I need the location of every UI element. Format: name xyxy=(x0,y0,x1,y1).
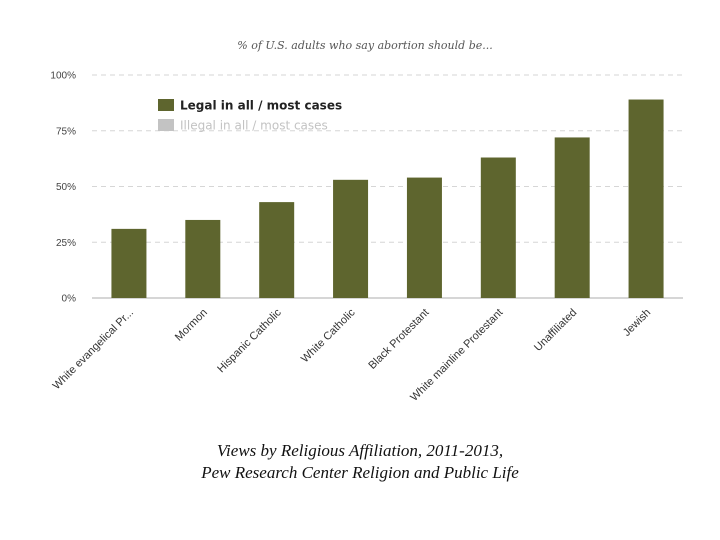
bar[interactable] xyxy=(259,202,295,298)
bar[interactable] xyxy=(333,179,369,298)
bars-layer xyxy=(111,99,664,298)
x-tick-label: White Catholic xyxy=(299,306,358,365)
bar[interactable] xyxy=(185,219,221,298)
bar[interactable] xyxy=(111,228,147,298)
legend[interactable]: Legal in all / most cases Illegal in all … xyxy=(158,99,342,133)
x-axis-labels: White evangelical Pr... Mormon Hispanic Ca… xyxy=(51,306,654,403)
y-tick-label: 0% xyxy=(62,294,77,305)
legend-swatch[interactable] xyxy=(158,119,174,131)
caption-line-2: Pew Research Center Religion and Public … xyxy=(201,463,519,482)
y-tick-label: 50% xyxy=(56,182,76,193)
legend-label[interactable]: Legal in all / most cases xyxy=(180,99,342,113)
legend-swatch[interactable] xyxy=(158,99,174,111)
bar[interactable] xyxy=(628,99,664,298)
x-tick-label: Jewish xyxy=(621,307,653,339)
x-tick-label: Mormon xyxy=(173,307,210,344)
bar[interactable] xyxy=(480,157,516,298)
y-tick-label: 75% xyxy=(56,126,76,137)
y-tick-label: 25% xyxy=(56,238,76,249)
x-tick-label: White evangelical Pr... xyxy=(51,307,136,392)
bar[interactable] xyxy=(406,177,442,298)
x-tick-label: Unaffiliated xyxy=(532,307,579,354)
legend-label[interactable]: Illegal in all / most cases xyxy=(180,119,328,133)
x-tick-label: Black Protestant xyxy=(366,307,431,372)
y-tick-label: 100% xyxy=(50,71,76,82)
x-tick-label: Hispanic Catholic xyxy=(215,306,284,375)
bar[interactable] xyxy=(554,137,590,298)
chart-subtitle: % of U.S. adults who say abortion should… xyxy=(237,39,493,52)
caption-line-1: Views by Religious Affiliation, 2011-201… xyxy=(216,441,504,460)
